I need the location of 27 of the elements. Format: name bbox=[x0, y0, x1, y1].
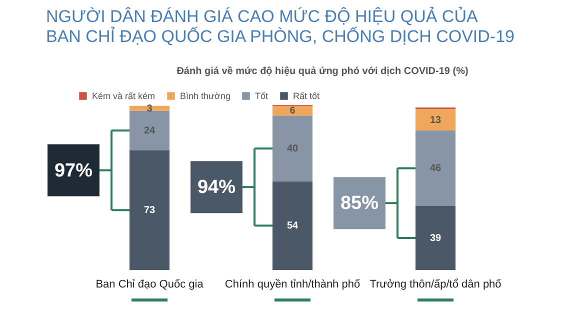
bar bbox=[272, 181, 312, 270]
x-tick-label: Chính quyền tỉnh/thành phố bbox=[224, 278, 360, 290]
legend-label: Rất tốt bbox=[293, 91, 320, 101]
data-label: 73 bbox=[144, 205, 156, 216]
bar bbox=[416, 206, 456, 270]
legend-label: Kém và rất kém bbox=[92, 91, 156, 101]
data-label: 46 bbox=[430, 163, 442, 174]
bar bbox=[130, 110, 170, 150]
annotation: 85% bbox=[340, 193, 379, 214]
bar bbox=[272, 116, 312, 182]
legend-label: Bình thường bbox=[180, 91, 230, 101]
chart-title: NGƯỜI DÂN ĐÁNH GIÁ CAO MỨC ĐỘ HIỆU QUẢ CỦA BAN CHỈ ĐẠO QUỐC GIA PHÒNG, CHỐNG DỊCH COVID-19 bbox=[46, 6, 515, 46]
bar bbox=[416, 130, 456, 206]
data-label: 13 bbox=[430, 114, 442, 126]
data-label: 24 bbox=[144, 125, 156, 136]
data-label: 40 bbox=[286, 144, 298, 155]
x-tick-label: Trưởng thôn/ấp/tổ dân phố bbox=[370, 278, 502, 290]
data-label: 54 bbox=[286, 220, 298, 232]
chart-subtitle: Đánh giá về mức độ hiệu quả ứng phó với dịch COVID-19 (%) bbox=[176, 66, 468, 77]
bar bbox=[416, 109, 456, 130]
x-tick-label: Ban Chỉ đạo Quốc gia bbox=[96, 278, 204, 290]
data-label: 39 bbox=[430, 232, 442, 244]
annotation: 97% bbox=[54, 160, 93, 182]
legend-label: Tốt bbox=[255, 91, 269, 101]
data-label: 6 bbox=[290, 106, 296, 117]
annotation: 94% bbox=[197, 177, 236, 198]
bar bbox=[130, 150, 170, 270]
